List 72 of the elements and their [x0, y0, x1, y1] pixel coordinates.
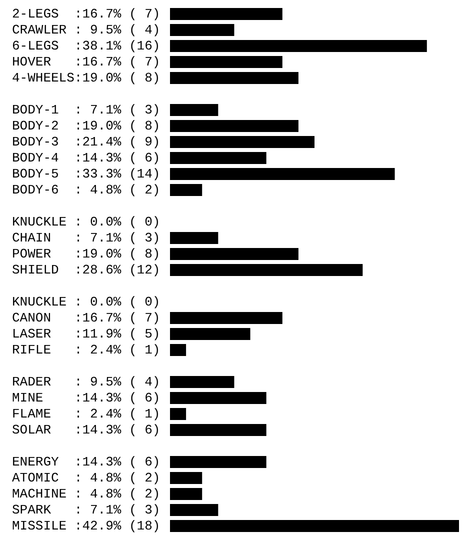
y-tick-label: BODY-3 — [12, 134, 59, 150]
bar — [170, 184, 202, 196]
data-label: : 4.8% ( 2) — [74, 470, 160, 486]
bar — [170, 40, 427, 52]
y-tick-label: RADER — [12, 374, 52, 390]
data-label: : 0.0% ( 0) — [74, 294, 160, 310]
y-tick-label: SHIELD — [12, 262, 60, 278]
data-label: :16.7% ( 7) — [74, 310, 160, 326]
data-label: : 2.4% ( 1) — [74, 406, 160, 422]
y-tick-label: BODY-4 — [12, 150, 60, 166]
y-tick-label: POWER — [12, 246, 52, 262]
data-label: :14.3% ( 6) — [74, 390, 160, 406]
data-label: :33.3% (14) — [74, 166, 160, 182]
y-tick-label: 6-LEGS — [12, 38, 60, 54]
y-tick-label: KNUCKLE — [12, 214, 67, 230]
data-label: :16.7% ( 7) — [74, 6, 160, 22]
y-tick-label: BODY-1 — [12, 102, 60, 118]
bar — [170, 456, 266, 468]
bar — [170, 136, 314, 148]
y-tick-label: SPARK — [12, 502, 52, 518]
y-tick-label: ENERGY — [12, 454, 60, 470]
y-tick-label: LASER — [12, 326, 52, 342]
data-label: :21.4% ( 9) — [74, 134, 160, 150]
y-tick-label: MACHINE — [12, 486, 67, 502]
data-label: : 4.8% ( 2) — [74, 486, 160, 502]
bar — [170, 104, 218, 116]
y-tick-label: 2-LEGS — [12, 6, 60, 22]
bar — [170, 488, 202, 500]
data-label: : 7.1% ( 3) — [74, 502, 160, 518]
data-label: :11.9% ( 5) — [74, 326, 160, 342]
y-tick-label: KNUCKLE — [12, 294, 67, 310]
data-label: :14.3% ( 6) — [74, 422, 160, 438]
bar — [170, 504, 218, 516]
bar — [170, 120, 298, 132]
data-label: : 0.0% ( 0) — [74, 214, 160, 230]
y-tick-label: MISSILE — [12, 518, 67, 534]
data-label: :38.1% (16) — [74, 38, 160, 54]
bar — [170, 520, 459, 532]
bar — [170, 24, 234, 36]
y-tick-label: MINE — [12, 390, 44, 406]
y-tick-label: CRAWLER — [12, 22, 67, 38]
data-label: :42.9% (18) — [74, 518, 160, 534]
y-tick-label: BODY-2 — [12, 118, 59, 134]
bar — [170, 8, 282, 20]
y-tick-label: 4-WHEELS — [12, 70, 75, 86]
data-label: : 7.1% ( 3) — [74, 102, 160, 118]
data-label: :19.0% ( 8) — [74, 118, 160, 134]
y-tick-label: BODY-5 — [12, 166, 59, 182]
data-label: :19.0% ( 8) — [74, 246, 160, 262]
data-label: : 7.1% ( 3) — [74, 230, 160, 246]
data-label: : 4.8% ( 2) — [74, 182, 160, 198]
y-tick-label: RIFLE — [12, 342, 52, 358]
y-tick-label: CANON — [12, 310, 52, 326]
data-label: : 9.5% ( 4) — [74, 22, 160, 38]
data-label: :16.7% ( 7) — [74, 54, 160, 70]
y-tick-label: CHAIN — [12, 230, 52, 246]
data-label: : 9.5% ( 4) — [74, 374, 160, 390]
data-label: :19.0% ( 8) — [74, 70, 160, 86]
y-tick-label: FLAME — [12, 406, 52, 422]
data-label: :14.3% ( 6) — [74, 454, 160, 470]
data-label: :28.6% (12) — [74, 262, 160, 278]
bar — [170, 152, 266, 164]
data-label: : 2.4% ( 1) — [74, 342, 160, 358]
bar — [170, 168, 395, 180]
bar — [170, 472, 202, 484]
y-tick-label: HOVER — [12, 54, 52, 70]
y-tick-label: BODY-6 — [12, 182, 59, 198]
bar — [170, 56, 282, 68]
data-label: :14.3% ( 6) — [74, 150, 160, 166]
y-tick-label: ATOMIC — [12, 470, 60, 486]
bar — [170, 72, 298, 84]
y-tick-label: SOLAR — [12, 422, 52, 438]
